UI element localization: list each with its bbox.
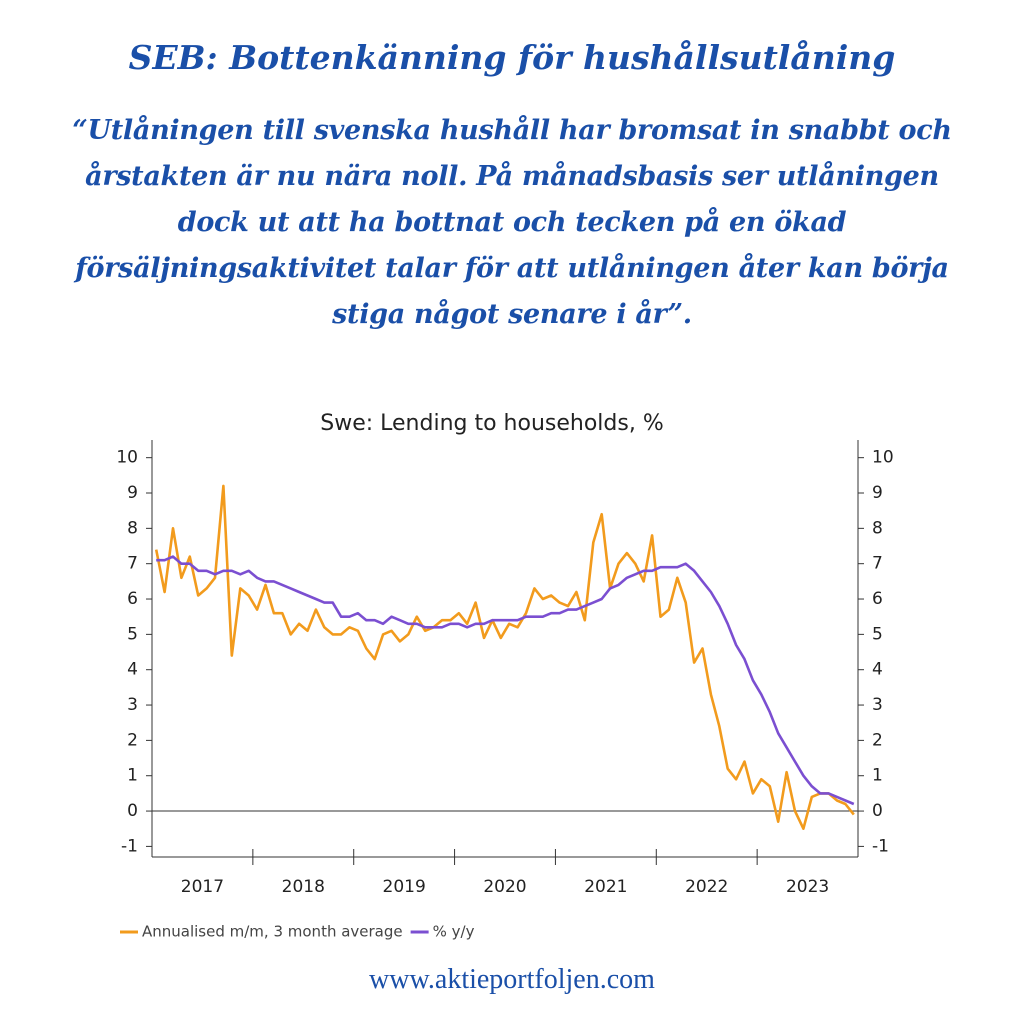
- quote-line: “Utlåningen till svenska hushåll har bro…: [72, 115, 952, 146]
- y-tick-label: 1: [127, 766, 138, 786]
- x-tick-label: 2021: [584, 877, 627, 897]
- quote-line: stiga något senare i år”.: [332, 299, 692, 330]
- series-line: [156, 555, 855, 806]
- y-tick-label: 2: [127, 730, 138, 750]
- legend-label: % y/y: [433, 923, 475, 941]
- x-tick-label: 2019: [383, 877, 426, 897]
- quote-line: årstakten är nu nära noll. På månadsbasi…: [85, 161, 939, 192]
- y-tick-label: 8: [127, 518, 138, 538]
- y-tick-label: 0: [127, 801, 138, 821]
- series-line: [154, 484, 855, 830]
- y-tick-label: -1: [121, 836, 138, 856]
- x-tick-label: 2018: [282, 877, 325, 897]
- x-tick-label: 2020: [483, 877, 526, 897]
- y-tick-label: 5: [127, 624, 138, 644]
- page-title: SEB: Bottenkänning för hushållsutlåning: [128, 38, 896, 77]
- footer: www.aktieportfoljen.com: [369, 964, 655, 995]
- legend-label: Annualised m/m, 3 month average: [142, 923, 403, 941]
- y2-tick-label: 8: [872, 518, 883, 538]
- chart-title: Swe: Lending to households, %: [320, 411, 663, 436]
- x-tick-label: 2023: [786, 877, 829, 897]
- x-tick-label: 2017: [181, 877, 224, 897]
- y2-tick-label: 4: [872, 660, 883, 680]
- y-tick-label: 4: [127, 660, 138, 680]
- y-tick-label: 3: [127, 695, 138, 715]
- x-tick-label: 2022: [685, 877, 728, 897]
- y2-tick-label: 5: [872, 624, 883, 644]
- quote-line: försäljningsaktivitet talar för att utlå…: [75, 253, 949, 284]
- y-tick-label: 10: [116, 448, 138, 468]
- y-tick-label: 6: [127, 589, 138, 609]
- quote-line: dock ut att ha bottnat och tecken på en …: [177, 207, 847, 238]
- y2-tick-label: -1: [872, 836, 889, 856]
- y2-tick-label: 7: [872, 554, 883, 574]
- y2-tick-label: 6: [872, 589, 883, 609]
- y2-tick-label: 1: [872, 766, 883, 786]
- y2-tick-label: 2: [872, 730, 883, 750]
- y2-tick-label: 0: [872, 801, 883, 821]
- y-tick-label: 7: [127, 554, 138, 574]
- y2-tick-label: 3: [872, 695, 883, 715]
- y2-tick-label: 9: [872, 483, 883, 503]
- y2-tick-label: 10: [872, 448, 894, 468]
- quote: “Utlåningen till svenska hushåll har bro…: [0, 108, 1024, 338]
- y-tick-label: 9: [127, 483, 138, 503]
